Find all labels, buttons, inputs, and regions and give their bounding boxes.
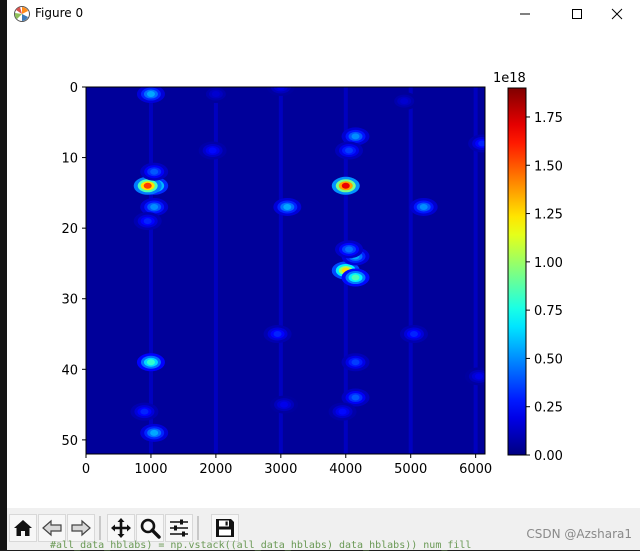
- colorbar-tick-label: 0.00: [534, 449, 563, 464]
- navigation-toolbar: CSDN @Azshara1: [7, 508, 640, 550]
- close-button[interactable]: [594, 0, 640, 28]
- toolbar-separator: [99, 516, 101, 540]
- heatmap-hotspot: [150, 203, 159, 210]
- axes-frame: [85, 86, 486, 455]
- heatmap-hotspot: [146, 359, 155, 366]
- x-tick-label: 1000: [134, 462, 167, 477]
- colorbar-gradient: [507, 87, 527, 456]
- csdn-watermark: CSDN @Azshara1: [526, 527, 632, 541]
- figure-canvas[interactable]: 0 1000 2000 3000 4000 5000 6000 0 10 20 30 40 50 0.…: [7, 28, 640, 508]
- configure-subplots-icon: [170, 519, 188, 537]
- minimize-icon: [520, 13, 530, 15]
- maximize-icon: [572, 9, 582, 19]
- toolbar-separator: [197, 516, 199, 540]
- heatmap-hotspot: [474, 373, 483, 380]
- heatmap-hotspot: [351, 394, 360, 401]
- heatmap-image: [86, 87, 485, 454]
- x-tick-label: 5000: [394, 462, 427, 477]
- heatmap-hotspot: [345, 246, 354, 253]
- x-tick-label: 0: [82, 462, 90, 477]
- heatmap-hotspot: [146, 91, 155, 98]
- zoom-icon: [140, 518, 161, 539]
- heatmap-hotspot: [273, 331, 282, 338]
- x-tick-label: 4000: [329, 462, 362, 477]
- y-tick-label: 40: [61, 363, 78, 378]
- heatmap-hotspot: [351, 274, 360, 281]
- zoom-button[interactable]: [136, 514, 164, 542]
- colorbar-tick-label: 1.75: [534, 111, 563, 126]
- back-icon: [42, 519, 62, 537]
- heatmap-hotspot: [341, 182, 350, 189]
- pan-icon: [111, 518, 131, 538]
- heatmap-hotspot: [338, 408, 347, 415]
- heatmap-column-band: [213, 87, 218, 454]
- x-tick-label: 3000: [264, 462, 297, 477]
- figure-window: Figure 0 0 1000 2000 3000 4000 5000 6000 0 10 20…: [7, 0, 640, 550]
- heatmap-column-band: [408, 87, 413, 454]
- heatmap-hotspot: [143, 182, 152, 189]
- home-button[interactable]: [9, 514, 37, 542]
- close-icon: [611, 8, 623, 20]
- matplotlib-app-icon: [14, 6, 30, 22]
- colorbar-tick-label: 0.50: [534, 352, 563, 367]
- heatmap-hotspot: [409, 331, 418, 338]
- heatmap-hotspot: [400, 98, 409, 105]
- colorbar: 0.00 0.25 0.50 0.75 1.00 1.25 1.50 1.75 1e18: [493, 71, 563, 464]
- colorbar-tick-label: 0.25: [534, 401, 563, 416]
- title-bar[interactable]: Figure 0: [7, 0, 640, 28]
- forward-icon: [71, 519, 91, 537]
- y-tick-label: 50: [61, 434, 78, 449]
- pan-button[interactable]: [107, 514, 135, 542]
- save-button[interactable]: [211, 514, 239, 542]
- minimize-button[interactable]: [502, 0, 548, 28]
- y-tick-label: 30: [61, 293, 78, 308]
- x-tick-label: 6000: [459, 462, 492, 477]
- background-code-line: #all_data_hblabs) = np.vstack((all_data_…: [50, 540, 472, 551]
- heatmap-column-band: [148, 87, 153, 454]
- back-button[interactable]: [38, 514, 66, 542]
- colorbar-tick-label: 1.50: [534, 159, 563, 174]
- x-axis: 0 1000 2000 3000 4000 5000 6000: [82, 454, 492, 477]
- heatmap-hotspot: [150, 168, 159, 175]
- y-tick-label: 10: [61, 152, 78, 167]
- heatmap-hotspot: [351, 133, 360, 140]
- heatmap-chart[interactable]: 0 1000 2000 3000 4000 5000 6000 0 10 20 30 40 50 0.…: [7, 28, 640, 508]
- home-icon: [14, 520, 32, 536]
- configure-subplots-button[interactable]: [165, 514, 193, 542]
- colorbar-offset-label: 1e18: [493, 71, 526, 86]
- heatmap-hotspot: [140, 408, 149, 415]
- heatmap-column-band: [278, 87, 283, 454]
- forward-button[interactable]: [67, 514, 95, 542]
- colorbar-tick-label: 1.00: [534, 256, 563, 271]
- heatmap-hotspot: [211, 91, 220, 98]
- heatmap-hotspot: [280, 401, 289, 408]
- heatmap-hotspot: [150, 429, 159, 436]
- heatmap-hotspot: [419, 203, 428, 210]
- heatmap-hotspot: [208, 147, 217, 154]
- x-tick-label: 2000: [199, 462, 232, 477]
- heatmap-column-band: [473, 87, 478, 454]
- background-terminal-strip: [0, 0, 7, 550]
- heatmap-hotspot: [345, 147, 354, 154]
- y-axis: 0 10 20 30 40 50: [61, 81, 86, 449]
- heatmap-hotspot: [276, 87, 285, 90]
- heatmap-hotspot: [283, 203, 292, 210]
- y-tick-label: 20: [61, 222, 78, 237]
- colorbar-tick-label: 0.75: [534, 304, 563, 319]
- colorbar-tick-label: 1.25: [534, 208, 563, 223]
- save-icon: [216, 519, 234, 537]
- heatmap-hotspot: [143, 218, 152, 225]
- maximize-button[interactable]: [554, 0, 600, 28]
- window-title: Figure 0: [35, 6, 84, 20]
- heatmap-hotspot: [351, 359, 360, 366]
- heatmap-hotspot: [478, 140, 485, 147]
- y-tick-label: 0: [70, 81, 78, 96]
